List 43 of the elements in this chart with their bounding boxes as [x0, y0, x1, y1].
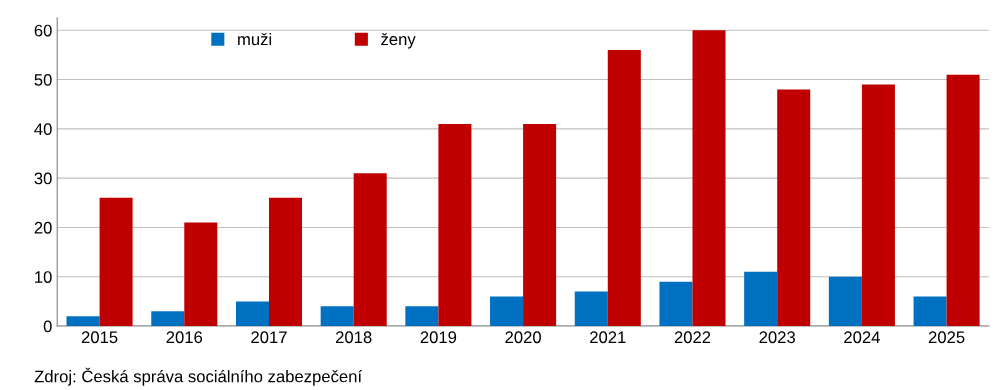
bar [151, 311, 185, 327]
legend-label: muži [238, 32, 272, 46]
bar [66, 316, 100, 327]
y-tick-label: 20 [34, 221, 52, 234]
bar [659, 281, 693, 327]
bar [405, 306, 439, 327]
x-tick-label: 2023 [759, 331, 795, 344]
x-tick-label: 2018 [335, 331, 372, 344]
bar [861, 84, 895, 327]
y-tick-label: 0 [43, 320, 52, 333]
bar [235, 301, 269, 327]
bar [777, 89, 811, 327]
bar [438, 123, 472, 327]
bar [744, 271, 778, 327]
text: Zdroj: Česká správa sociálního zabezpečení [34, 367, 363, 386]
bar [828, 276, 862, 327]
bar [99, 197, 133, 327]
bar [607, 49, 641, 327]
bar [692, 30, 726, 327]
bar [574, 291, 608, 327]
y-tick-label: 40 [34, 123, 52, 136]
bar [353, 173, 387, 327]
y-tick-label: 50 [34, 73, 52, 86]
y-tick-label: 30 [34, 172, 52, 185]
x-tick-label: 2017 [251, 331, 287, 344]
x-tick-label: 2021 [590, 331, 626, 344]
y-tick-label: 60 [34, 24, 52, 37]
x-tick-label: 2024 [844, 331, 880, 344]
x-tick-label: 2025 [928, 331, 965, 344]
y-tick-label: 10 [35, 271, 52, 283]
x-tick-label: 2020 [505, 331, 541, 344]
legend-label: ženy [381, 32, 416, 49]
bar [490, 296, 524, 327]
bar [523, 123, 557, 327]
x-tick-label: 2019 [420, 331, 457, 344]
bar [320, 306, 354, 327]
bar [184, 222, 218, 327]
x-tick-label: 2016 [166, 331, 203, 344]
x-tick-label: 2022 [674, 331, 711, 344]
bar [946, 74, 980, 327]
x-tick-label: 2015 [81, 331, 118, 344]
bar [268, 197, 303, 327]
bar [913, 296, 947, 327]
